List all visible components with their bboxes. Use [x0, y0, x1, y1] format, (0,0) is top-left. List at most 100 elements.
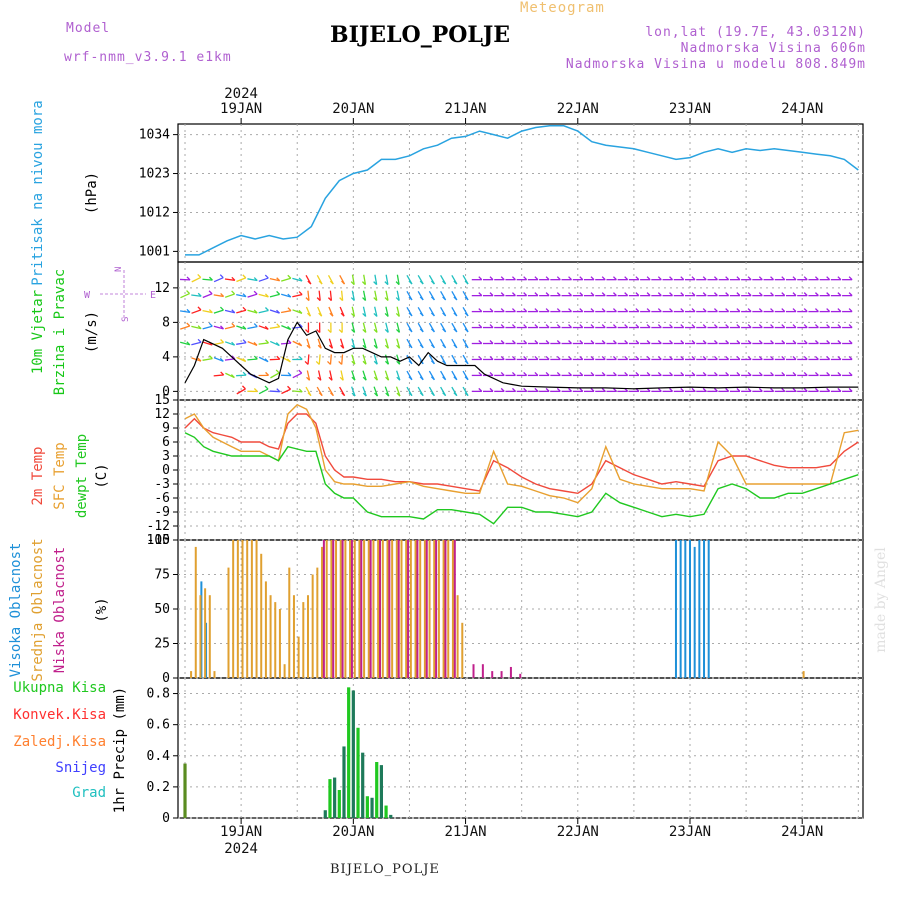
wind-barb-head	[736, 356, 741, 360]
wind-barb	[224, 358, 235, 361]
wind-barb-head	[848, 292, 853, 297]
wind-speed-line	[184, 321, 859, 390]
wind-barb-head	[287, 326, 292, 330]
wind-barb-head	[362, 297, 367, 302]
wind-barb-head	[657, 308, 662, 313]
wind-barb-head	[396, 360, 401, 365]
wind-barb-head	[669, 387, 674, 392]
wind-barb-head	[657, 340, 662, 344]
wind-barb-head	[747, 324, 752, 329]
wind-barb-head	[635, 371, 640, 376]
wind-barb-head	[848, 324, 853, 329]
wind-barb-head	[384, 281, 389, 286]
wind-barb-head	[568, 387, 573, 392]
wind-barb-head	[556, 292, 561, 297]
wind-barb	[224, 325, 235, 330]
panel-frame-1	[177, 261, 864, 401]
wind-barb-head	[264, 307, 269, 311]
wind-barb-head	[601, 340, 606, 344]
wind-barb-head	[408, 344, 413, 349]
wind-barb-head	[197, 325, 202, 330]
wind-barb-head	[500, 276, 505, 281]
wind-barb	[269, 309, 280, 314]
wind-barb-head	[680, 356, 685, 360]
wind-barb-head	[453, 360, 458, 365]
wind-barb-head	[373, 313, 378, 317]
mid-cloud-bar	[419, 540, 422, 678]
wind-barb-head	[306, 312, 311, 317]
high-cloud-bar	[684, 540, 687, 678]
wind-barb-head	[362, 313, 367, 317]
cloud-unit: (%)	[94, 597, 110, 622]
wind-barb	[191, 325, 202, 330]
low-cloud-bar	[425, 540, 428, 678]
mid-cloud-bar	[447, 540, 450, 678]
low-cloud-bar	[416, 540, 419, 678]
wind-barb-head	[770, 371, 775, 376]
wind-barb-head	[758, 356, 763, 360]
wind-barb-head	[713, 324, 718, 329]
wind-barb-head	[523, 340, 528, 344]
wind-barb	[373, 354, 378, 365]
wind-barb	[269, 277, 280, 282]
low-cloud-bar	[350, 540, 353, 678]
wind-barb-head	[231, 355, 236, 360]
mid-cloud-bar	[344, 540, 347, 678]
wind-barb-head	[419, 312, 424, 317]
wind-barb-head	[781, 324, 786, 329]
pressure-line	[185, 125, 859, 256]
wind-barb-head	[264, 358, 269, 363]
wind-barb-head	[669, 324, 674, 329]
wind-barb-head	[385, 392, 390, 397]
precip-bar	[337, 790, 341, 818]
wind-barb-head	[208, 322, 213, 327]
wind-barb-head	[758, 387, 763, 392]
wind-barb-head	[534, 387, 539, 392]
wind-barb-head	[500, 371, 505, 376]
wind-barb-head	[803, 292, 808, 297]
mid-cloud-bar	[335, 540, 338, 678]
wind-barb	[396, 322, 401, 333]
wind-barb	[351, 370, 356, 381]
mid-cloud-bar	[260, 553, 263, 678]
wind-barb-head	[430, 280, 435, 285]
mid-cloud-bar	[363, 540, 366, 678]
wind-barb-head	[758, 371, 763, 376]
wind-barb-head	[298, 291, 303, 296]
wind-barb	[247, 358, 258, 361]
wind-barb	[362, 386, 367, 397]
wind-barb-head	[208, 309, 213, 314]
wind-barb-head	[814, 356, 819, 360]
wind-barb-head	[657, 371, 662, 376]
wind-barb-head	[601, 356, 606, 360]
wind-barb-head	[534, 340, 539, 344]
wind-barb-head	[317, 376, 322, 381]
wind-barb	[236, 388, 246, 395]
wind-barb-head	[702, 340, 707, 344]
wind-barb	[213, 357, 224, 362]
compass-s: S	[121, 317, 131, 322]
wind-barb-head	[579, 387, 584, 392]
mid-cloud-bar	[316, 567, 319, 678]
wind-barb-head	[680, 276, 685, 281]
wind-barb	[373, 370, 378, 381]
y-tick-label: 0	[162, 463, 170, 478]
wind-barb-head	[669, 292, 674, 297]
wind-barb	[227, 387, 232, 396]
wind-barb	[236, 342, 247, 345]
wind-barb-head	[362, 376, 367, 381]
wind-barb-head	[287, 307, 292, 312]
wind-barb-head	[350, 281, 355, 286]
wind-barb-head	[478, 324, 483, 329]
mid-cloud-bar	[246, 540, 249, 678]
wind-unit: (m/s)	[84, 311, 100, 353]
y-tick-label: 4	[162, 350, 170, 365]
wind-barb-head	[184, 384, 187, 387]
wind-barb-head	[511, 371, 516, 376]
y-tick-label: 0	[162, 811, 170, 826]
wind-barb-head	[770, 340, 775, 344]
precip-bar	[323, 810, 327, 818]
wind-barb-head	[329, 280, 334, 285]
wind-barb-head	[691, 387, 696, 392]
wind-barb-head	[612, 308, 617, 313]
